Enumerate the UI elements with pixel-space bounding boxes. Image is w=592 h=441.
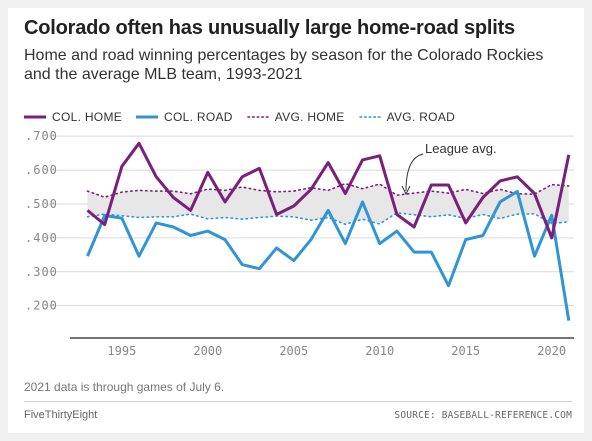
y-tick-label: .300 <box>25 265 58 279</box>
legend-label-col-road: COL. ROAD <box>164 110 233 124</box>
legend-item-col-home: COL. HOME <box>24 110 122 124</box>
y-tick-label: .600 <box>25 163 58 177</box>
legend-swatch-col-home <box>24 115 46 119</box>
chart-subtitle: Home and road winning percentages by sea… <box>24 47 544 83</box>
brand-label: FiveThirtyEight <box>24 409 98 421</box>
chart-title: Colorado often has unusually large home-… <box>24 17 515 39</box>
y-tick-label: .500 <box>25 197 58 211</box>
legend-label-col-home: COL. HOME <box>52 110 123 124</box>
legend-swatch-avg-home <box>246 116 269 118</box>
annotation-arrowhead <box>401 185 411 196</box>
chart-card: Colorado often has unusually large home-… <box>8 8 584 433</box>
annotation-leader <box>405 153 424 192</box>
x-tick-label: 2015 <box>451 344 480 358</box>
footer-divider <box>24 401 572 402</box>
x-tick-label: 2005 <box>279 344 308 358</box>
x-tick-label: 2000 <box>193 344 222 358</box>
y-tick-label: .400 <box>25 231 58 245</box>
series-line-col-home <box>86 141 571 240</box>
series-line-col-road <box>86 189 571 321</box>
x-tick-label: 2020 <box>537 344 566 358</box>
line-chart: .200 .300 .400 .500 .600 .700 1995 2000 2005 2010… <box>25 129 574 358</box>
legend-swatch-col-road <box>136 115 159 119</box>
source-label: SOURCE: BASEBALL-REFERENCE.COM <box>394 410 572 421</box>
annotation-label: League avg. <box>425 141 497 156</box>
legend-item-avg-road: AVG. ROAD <box>358 110 456 124</box>
y-tick-label: .200 <box>25 299 58 313</box>
legend-label-avg-road: AVG. ROAD <box>386 110 456 124</box>
x-tick-label: 1995 <box>107 344 136 358</box>
legend: COL. HOME COL. ROAD AVG. HOME AVG. ROAD <box>24 109 469 125</box>
series-line-avg-road <box>86 212 570 226</box>
legend-swatch-avg-road <box>358 116 381 118</box>
x-tick-label: 2010 <box>365 344 394 358</box>
y-tick-label: .700 <box>25 129 58 143</box>
legend-label-avg-home: AVG. HOME <box>274 110 345 124</box>
legend-item-col-road: COL. ROAD <box>136 110 233 124</box>
legend-item-avg-home: AVG. HOME <box>246 110 345 124</box>
footnote: 2021 data is through games of July 6. <box>24 380 225 394</box>
